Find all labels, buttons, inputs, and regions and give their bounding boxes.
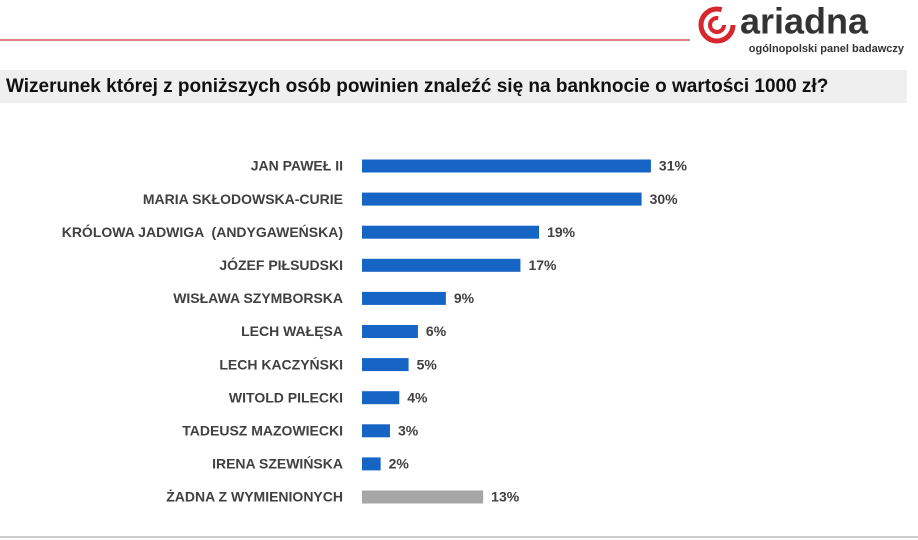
value-label: 9% <box>454 290 475 306</box>
category-label: TADEUSZ MAZOWIECKI <box>182 423 343 439</box>
title-band <box>0 70 907 103</box>
bar <box>362 225 540 239</box>
category-label: LECH WAŁĘSA <box>241 323 343 339</box>
value-label: 30% <box>650 191 679 207</box>
category-label: MARIA SKŁODOWSKA-CURIE <box>143 191 343 207</box>
bar <box>362 325 418 338</box>
category-label: ŻADNA Z WYMIENIONYCH <box>166 489 343 505</box>
category-label: KRÓLOWA JADWIGA (ANDYGAWEŃSKA) <box>62 223 343 240</box>
bar <box>362 391 400 405</box>
bar <box>362 258 521 272</box>
bar <box>362 159 651 173</box>
bar <box>362 490 484 504</box>
value-label: 17% <box>528 257 557 273</box>
category-label: JAN PAWEŁ II <box>251 158 343 174</box>
bar <box>362 291 446 305</box>
value-label: 3% <box>398 423 419 439</box>
value-label: 2% <box>389 456 410 472</box>
value-label: 13% <box>491 489 520 505</box>
bar <box>362 192 642 206</box>
category-label: WITOLD PILECKI <box>229 389 343 405</box>
logo-text: ariadna <box>740 1 869 42</box>
chart-title: Wizerunek której z poniższych osób powin… <box>6 76 828 97</box>
value-label: 31% <box>659 158 688 174</box>
bar <box>362 424 390 438</box>
category-label: LECH KACZYŃSKI <box>219 356 343 372</box>
value-label: 6% <box>426 323 447 339</box>
category-label: JÓZEF PIŁSUDSKI <box>219 256 343 273</box>
bar <box>362 457 381 471</box>
value-label: 19% <box>547 224 576 240</box>
value-label: 5% <box>417 356 438 372</box>
tagline: ogólnopolski panel badawczy <box>749 43 905 55</box>
value-label: 4% <box>407 389 428 405</box>
category-label: WISŁAWA SZYMBORSKA <box>173 290 343 306</box>
category-label: IRENA SZEWIŃSKA <box>212 456 343 472</box>
bar <box>362 358 409 372</box>
logo-icon <box>698 6 736 44</box>
